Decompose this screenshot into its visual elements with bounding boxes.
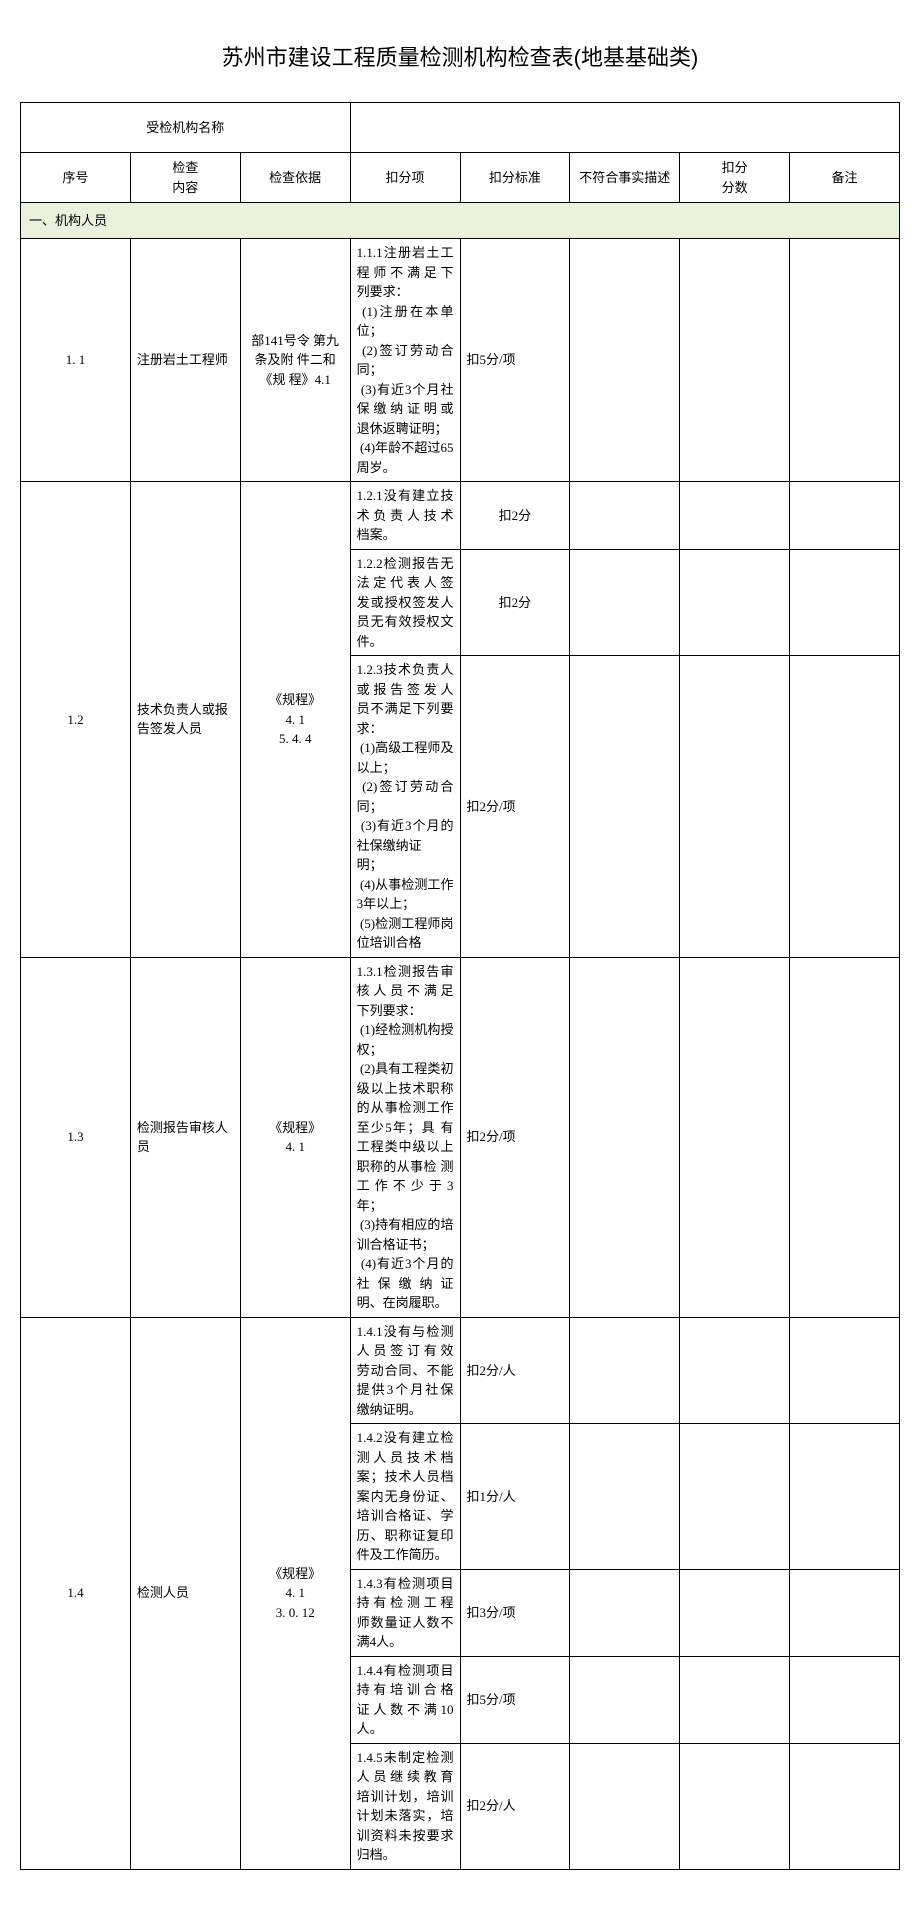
cell-deduct: 1.3.1检测报告审核人员不满足 下列要求： (1)经检测机构授权； (2)具有…	[350, 957, 460, 1317]
cell-remark	[790, 239, 900, 482]
cell-seq: 1.2	[21, 482, 131, 958]
cell-standard: 扣1分/人	[460, 1424, 570, 1570]
header-score: 扣分 分数	[680, 153, 790, 203]
cell-basis: 《规程》 4. 1 3. 0. 12	[240, 1317, 350, 1869]
cell-standard: 扣5分/项	[460, 1656, 570, 1743]
cell-standard: 扣2分/人	[460, 1743, 570, 1869]
header-remark: 备注	[790, 153, 900, 203]
header-desc: 不符合事实描述	[570, 153, 680, 203]
cell-score	[680, 1317, 790, 1424]
cell-content: 注册岩土工程师	[130, 239, 240, 482]
cell-standard: 扣5分/项	[460, 239, 570, 482]
cell-deduct: 1.2.1没有建立技术负责人技术 档案。	[350, 482, 460, 550]
cell-desc	[570, 957, 680, 1317]
cell-remark	[790, 656, 900, 958]
cell-standard: 扣2分/项	[460, 957, 570, 1317]
cell-desc	[570, 1656, 680, 1743]
org-label: 受检机构名称	[21, 103, 351, 153]
cell-score	[680, 957, 790, 1317]
cell-desc	[570, 1424, 680, 1570]
cell-deduct: 1.4.3有检测项目持有检测工程 师数量证人数不满4人。	[350, 1569, 460, 1656]
cell-content: 技术负责人或报告签发人员	[130, 482, 240, 958]
cell-standard: 扣3分/项	[460, 1569, 570, 1656]
cell-score	[680, 656, 790, 958]
section-header: 一、机构人员	[21, 203, 900, 239]
cell-remark	[790, 482, 900, 550]
cell-desc	[570, 482, 680, 550]
cell-deduct: 1.4.1没有与检测人员签订有效 劳动合同、不能提供3个月社保 缴纳证明。	[350, 1317, 460, 1424]
cell-desc	[570, 239, 680, 482]
cell-score	[680, 1743, 790, 1869]
cell-desc	[570, 1569, 680, 1656]
cell-deduct: 1.4.2没有建立检测人员技术档 案；技术人员档案内无身份证、 培训合格证、学历…	[350, 1424, 460, 1570]
cell-standard: 扣2分	[460, 482, 570, 550]
cell-deduct: 1.2.2检测报告无法定代表人签 发或授权签发人员无有效授权文 件。	[350, 549, 460, 656]
cell-standard: 扣2分/人	[460, 1317, 570, 1424]
cell-score	[680, 482, 790, 550]
cell-content: 检测人员	[130, 1317, 240, 1869]
header-seq: 序号	[21, 153, 131, 203]
cell-remark	[790, 1569, 900, 1656]
cell-deduct: 1.2.3技术负责人或报告签发人 员不满足下列要求： (1)高级工程师及以上； …	[350, 656, 460, 958]
cell-seq: 1. 1	[21, 239, 131, 482]
cell-deduct: 1.4.5未制定检测人员继续教育 培训计划，培训计划未落实，培 训资料未按要求归…	[350, 1743, 460, 1869]
cell-deduct: 1.4.4有检测项目持有培训合格 证人数不满10人。	[350, 1656, 460, 1743]
cell-seq: 1.3	[21, 957, 131, 1317]
cell-desc	[570, 549, 680, 656]
org-value	[350, 103, 899, 153]
cell-desc	[570, 1317, 680, 1424]
header-deduct: 扣分项	[350, 153, 460, 203]
cell-score	[680, 1656, 790, 1743]
cell-score	[680, 1424, 790, 1570]
header-basis: 检查依据	[240, 153, 350, 203]
cell-content: 检测报告审核人员	[130, 957, 240, 1317]
header-standard: 扣分标准	[460, 153, 570, 203]
cell-basis: 部141号令 第九条及附 件二和《规 程》4.1	[240, 239, 350, 482]
cell-standard: 扣2分/项	[460, 656, 570, 958]
header-content: 检查 内容	[130, 153, 240, 203]
cell-desc	[570, 1743, 680, 1869]
cell-remark	[790, 549, 900, 656]
cell-desc	[570, 656, 680, 958]
cell-standard: 扣2分	[460, 549, 570, 656]
cell-score	[680, 549, 790, 656]
cell-remark	[790, 1743, 900, 1869]
cell-seq: 1.4	[21, 1317, 131, 1869]
cell-score	[680, 239, 790, 482]
cell-deduct: 1.1.1注册岩土工程师不满足下 列要求： (1)注册在本单位； (2)签订劳动…	[350, 239, 460, 482]
cell-remark	[790, 1317, 900, 1424]
cell-remark	[790, 1424, 900, 1570]
cell-basis: 《规程》 4. 1 5. 4. 4	[240, 482, 350, 958]
cell-remark	[790, 957, 900, 1317]
page-title: 苏州市建设工程质量检测机构检查表(地基基础类)	[20, 40, 900, 72]
cell-basis: 《规程》 4. 1	[240, 957, 350, 1317]
cell-remark	[790, 1656, 900, 1743]
inspection-table: 受检机构名称 序号 检查 内容 检查依据 扣分项 扣分标准 不符合事实描述 扣分…	[20, 102, 900, 1870]
cell-score	[680, 1569, 790, 1656]
